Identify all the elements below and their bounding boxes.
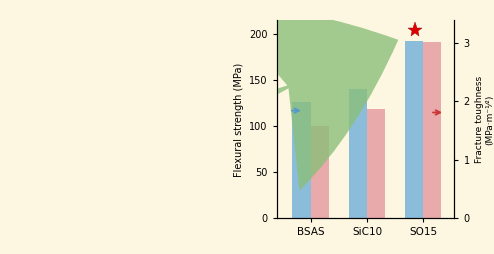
FancyArrowPatch shape (221, 7, 398, 191)
Bar (311, 126, 329, 218)
Y-axis label: Flexural strength (MPa): Flexural strength (MPa) (234, 62, 244, 177)
Bar (423, 41, 442, 218)
Bar (406, 41, 423, 218)
Y-axis label: Fracture toughness
(MPa·m⁻¹⁄²): Fracture toughness (MPa·m⁻¹⁄²) (475, 76, 494, 163)
Bar (292, 102, 311, 218)
Bar (349, 88, 367, 218)
Bar (367, 109, 385, 218)
